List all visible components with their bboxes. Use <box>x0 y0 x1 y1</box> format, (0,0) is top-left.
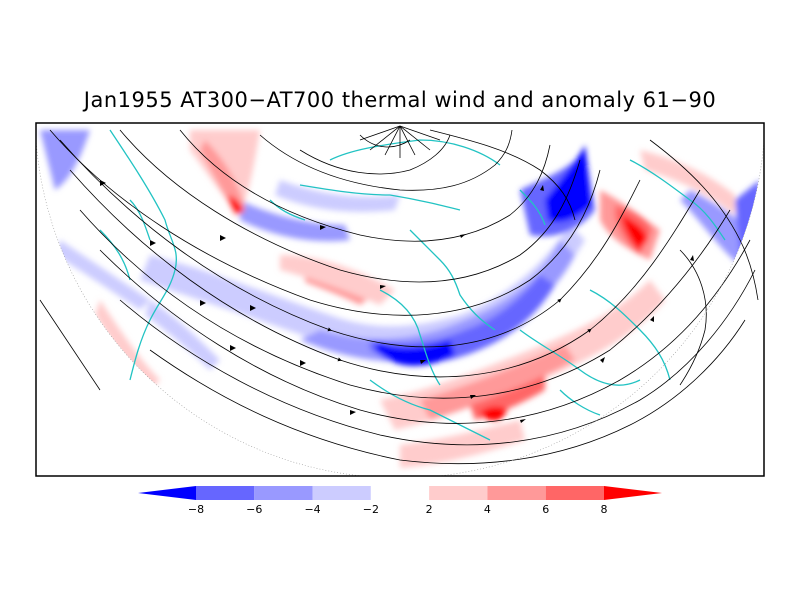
colorbar-swatch <box>487 486 546 500</box>
latitude-circle <box>36 139 764 476</box>
colorbar-tick-label: 6 <box>542 503 549 516</box>
chart-title: Jan1955 AT300−AT700 thermal wind and ano… <box>83 88 717 112</box>
colorbar-tick-label: 8 <box>601 503 608 516</box>
colorbar: −8 −6 −4 −2 2 4 6 8 <box>138 486 662 516</box>
colorbar-swatch <box>429 486 488 500</box>
colorbar-tick-label: −4 <box>304 503 320 516</box>
colorbar-arrow-left <box>138 486 196 500</box>
colorbar-tick-label: −2 <box>363 503 379 516</box>
colorbar-swatch <box>254 486 313 500</box>
map-frame <box>35 122 765 477</box>
colorbar-swatch <box>196 486 255 500</box>
pole-convergence <box>359 125 441 158</box>
thermal-wind-streamlines <box>39 129 759 465</box>
colorbar-tick-label: 4 <box>484 503 491 516</box>
streamline-arrows <box>100 180 694 423</box>
anomaly-field <box>36 123 764 476</box>
colorbar-swatch <box>545 486 604 500</box>
colorbar-tick-label: 2 <box>426 503 433 516</box>
colorbar-arrow-right <box>604 486 662 500</box>
colorbar-tick-label: −8 <box>188 503 204 516</box>
colorbar-swatch <box>370 486 430 500</box>
colorbar-swatch <box>312 486 371 500</box>
colorbar-tick-label: −6 <box>246 503 262 516</box>
